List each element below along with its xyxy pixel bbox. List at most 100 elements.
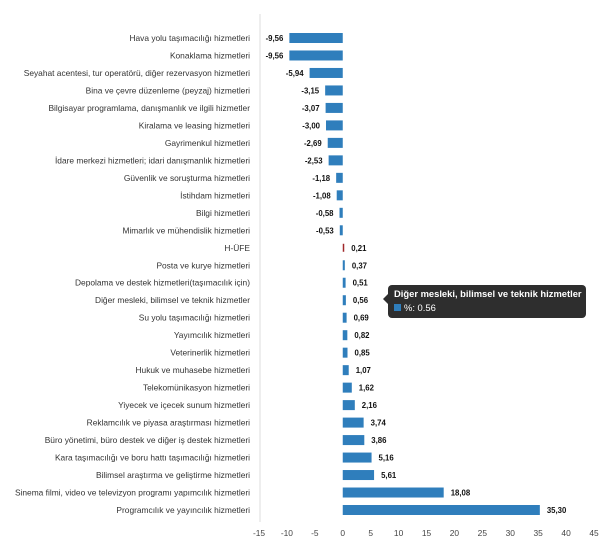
category-label: Programcılık ve yayıncılık hizmetleri xyxy=(116,505,250,515)
bar xyxy=(342,487,444,498)
bar xyxy=(342,347,348,358)
data-label: -1,18 xyxy=(312,174,330,183)
bar xyxy=(325,85,343,96)
bar xyxy=(342,330,348,341)
data-label: -3,07 xyxy=(302,104,320,113)
category-label: Sinema filmi, video ve televizyon progra… xyxy=(15,488,250,498)
category-label: Bilgisayar programlama, danışmanlık ve i… xyxy=(48,103,250,113)
category-label: Depolama ve destek hizmetleri(taşımacılı… xyxy=(75,278,250,288)
category-label: İdare merkezi hizmetleri; idari danışman… xyxy=(55,155,250,165)
data-label: 3,86 xyxy=(371,436,387,445)
data-label: 0,56 xyxy=(353,296,369,305)
data-label: 35,30 xyxy=(547,506,567,515)
x-tick-label: -15 xyxy=(253,528,265,538)
bar xyxy=(325,102,343,113)
x-tick-label: 5 xyxy=(368,528,373,538)
category-label: İstihdam hizmetleri xyxy=(180,190,250,200)
category-label: Yayımcılık hizmetleri xyxy=(174,330,250,340)
category-label: Telekomünikasyon hizmetleri xyxy=(143,383,250,393)
data-label: -2,69 xyxy=(304,139,322,148)
category-label: Bilimsel araştırma ve geliştirme hizmetl… xyxy=(96,470,250,480)
data-label: 0,85 xyxy=(354,349,370,358)
data-label: 5,16 xyxy=(379,454,395,463)
bar xyxy=(342,243,345,252)
tooltip-series-swatch xyxy=(394,304,401,311)
category-label: Reklamcılık ve piyasa araştırması hizmet… xyxy=(87,418,250,428)
data-label: 0,69 xyxy=(354,314,370,323)
bar xyxy=(336,190,343,201)
category-label: Bina ve çevre düzenleme (peyzaj) hizmetl… xyxy=(86,85,250,95)
data-label: 1,62 xyxy=(359,384,375,393)
x-tick-label: 40 xyxy=(561,528,571,538)
category-label: Diğer mesleki, bilimsel ve teknik hizmet… xyxy=(95,295,250,305)
x-tick-label: -10 xyxy=(281,528,293,538)
bar xyxy=(309,67,343,78)
bar xyxy=(342,470,375,481)
bar xyxy=(342,505,540,515)
bar xyxy=(342,417,364,428)
category-label: Posta ve kurye hizmetleri xyxy=(156,260,250,270)
bar xyxy=(342,365,349,376)
bar xyxy=(342,400,355,411)
bar xyxy=(289,33,343,43)
tooltip-title: Diğer mesleki, bilimsel ve teknik hizmet… xyxy=(394,288,582,299)
data-label: 2,16 xyxy=(362,401,378,410)
x-tick-label: 35 xyxy=(534,528,544,538)
bar xyxy=(342,312,347,323)
bar xyxy=(342,260,345,271)
chart-tooltip: Diğer mesleki, bilimsel ve teknik hizmet… xyxy=(383,285,586,318)
bar xyxy=(326,120,343,131)
bar xyxy=(289,50,343,61)
x-tick-label: 10 xyxy=(394,528,404,538)
category-label: Seyahat acentesi, tur operatörü, diğer r… xyxy=(24,68,250,78)
data-label: 0,51 xyxy=(353,279,369,288)
category-label: Büro yönetimi, büro destek ve diğer iş d… xyxy=(45,435,250,445)
data-label: 18,08 xyxy=(451,489,471,498)
bar xyxy=(342,295,346,306)
data-label: -5,94 xyxy=(286,69,304,78)
data-label: 0,37 xyxy=(352,261,367,270)
category-label: Kara taşımacılığı ve boru hattı taşımacı… xyxy=(55,453,250,463)
x-tick-label: 45 xyxy=(589,528,599,538)
data-label: -3,15 xyxy=(301,86,319,95)
category-label: Su yolu taşımacılığı hizmetleri xyxy=(139,313,250,323)
data-label: 3,74 xyxy=(371,419,387,428)
bar xyxy=(342,435,365,446)
category-label: Gayrimenkul hizmetleri xyxy=(165,138,250,148)
data-label: -0,58 xyxy=(316,209,334,218)
category-label: Hukuk ve muhasebe hizmetleri xyxy=(135,365,250,375)
category-label: Hava yolu taşımacılığı hizmetleri xyxy=(129,33,250,43)
data-label: -9,56 xyxy=(266,34,284,43)
tooltip-value: %: 0.56 xyxy=(404,302,436,313)
bar xyxy=(342,382,352,393)
data-label: 1,07 xyxy=(356,366,371,375)
data-label: -9,56 xyxy=(266,51,284,60)
data-label: 0,21 xyxy=(351,244,367,253)
bar xyxy=(339,225,343,236)
category-label: H-ÜFE xyxy=(224,243,250,253)
data-label: 0,82 xyxy=(354,331,370,340)
category-label: Konaklama hizmetleri xyxy=(170,50,250,60)
data-label: -1,08 xyxy=(313,191,331,200)
category-label: Güvenlik ve soruşturma hizmetleri xyxy=(124,173,250,183)
category-label: Mimarlık ve mühendislik hizmetleri xyxy=(122,225,250,235)
bar xyxy=(342,452,372,463)
bar xyxy=(336,172,343,183)
data-label: 5,61 xyxy=(381,471,397,480)
x-tick-label: 0 xyxy=(340,528,345,538)
x-tick-label: -5 xyxy=(311,528,319,538)
category-label: Yiyecek ve içecek sunum hizmetleri xyxy=(118,400,250,410)
category-label: Bilgi hizmetleri xyxy=(196,208,250,218)
x-tick-label: 15 xyxy=(422,528,432,538)
bar xyxy=(342,277,346,288)
x-tick-label: 20 xyxy=(450,528,460,538)
x-tick-label: 25 xyxy=(478,528,488,538)
bar xyxy=(339,207,343,218)
tooltip-row: %: 0.56 xyxy=(394,302,580,313)
data-label: -3,00 xyxy=(302,121,320,130)
bar xyxy=(327,137,343,148)
data-label: -0,53 xyxy=(316,226,334,235)
category-label: Veterinerlik hizmetleri xyxy=(170,348,250,358)
data-label: -2,53 xyxy=(305,156,323,165)
